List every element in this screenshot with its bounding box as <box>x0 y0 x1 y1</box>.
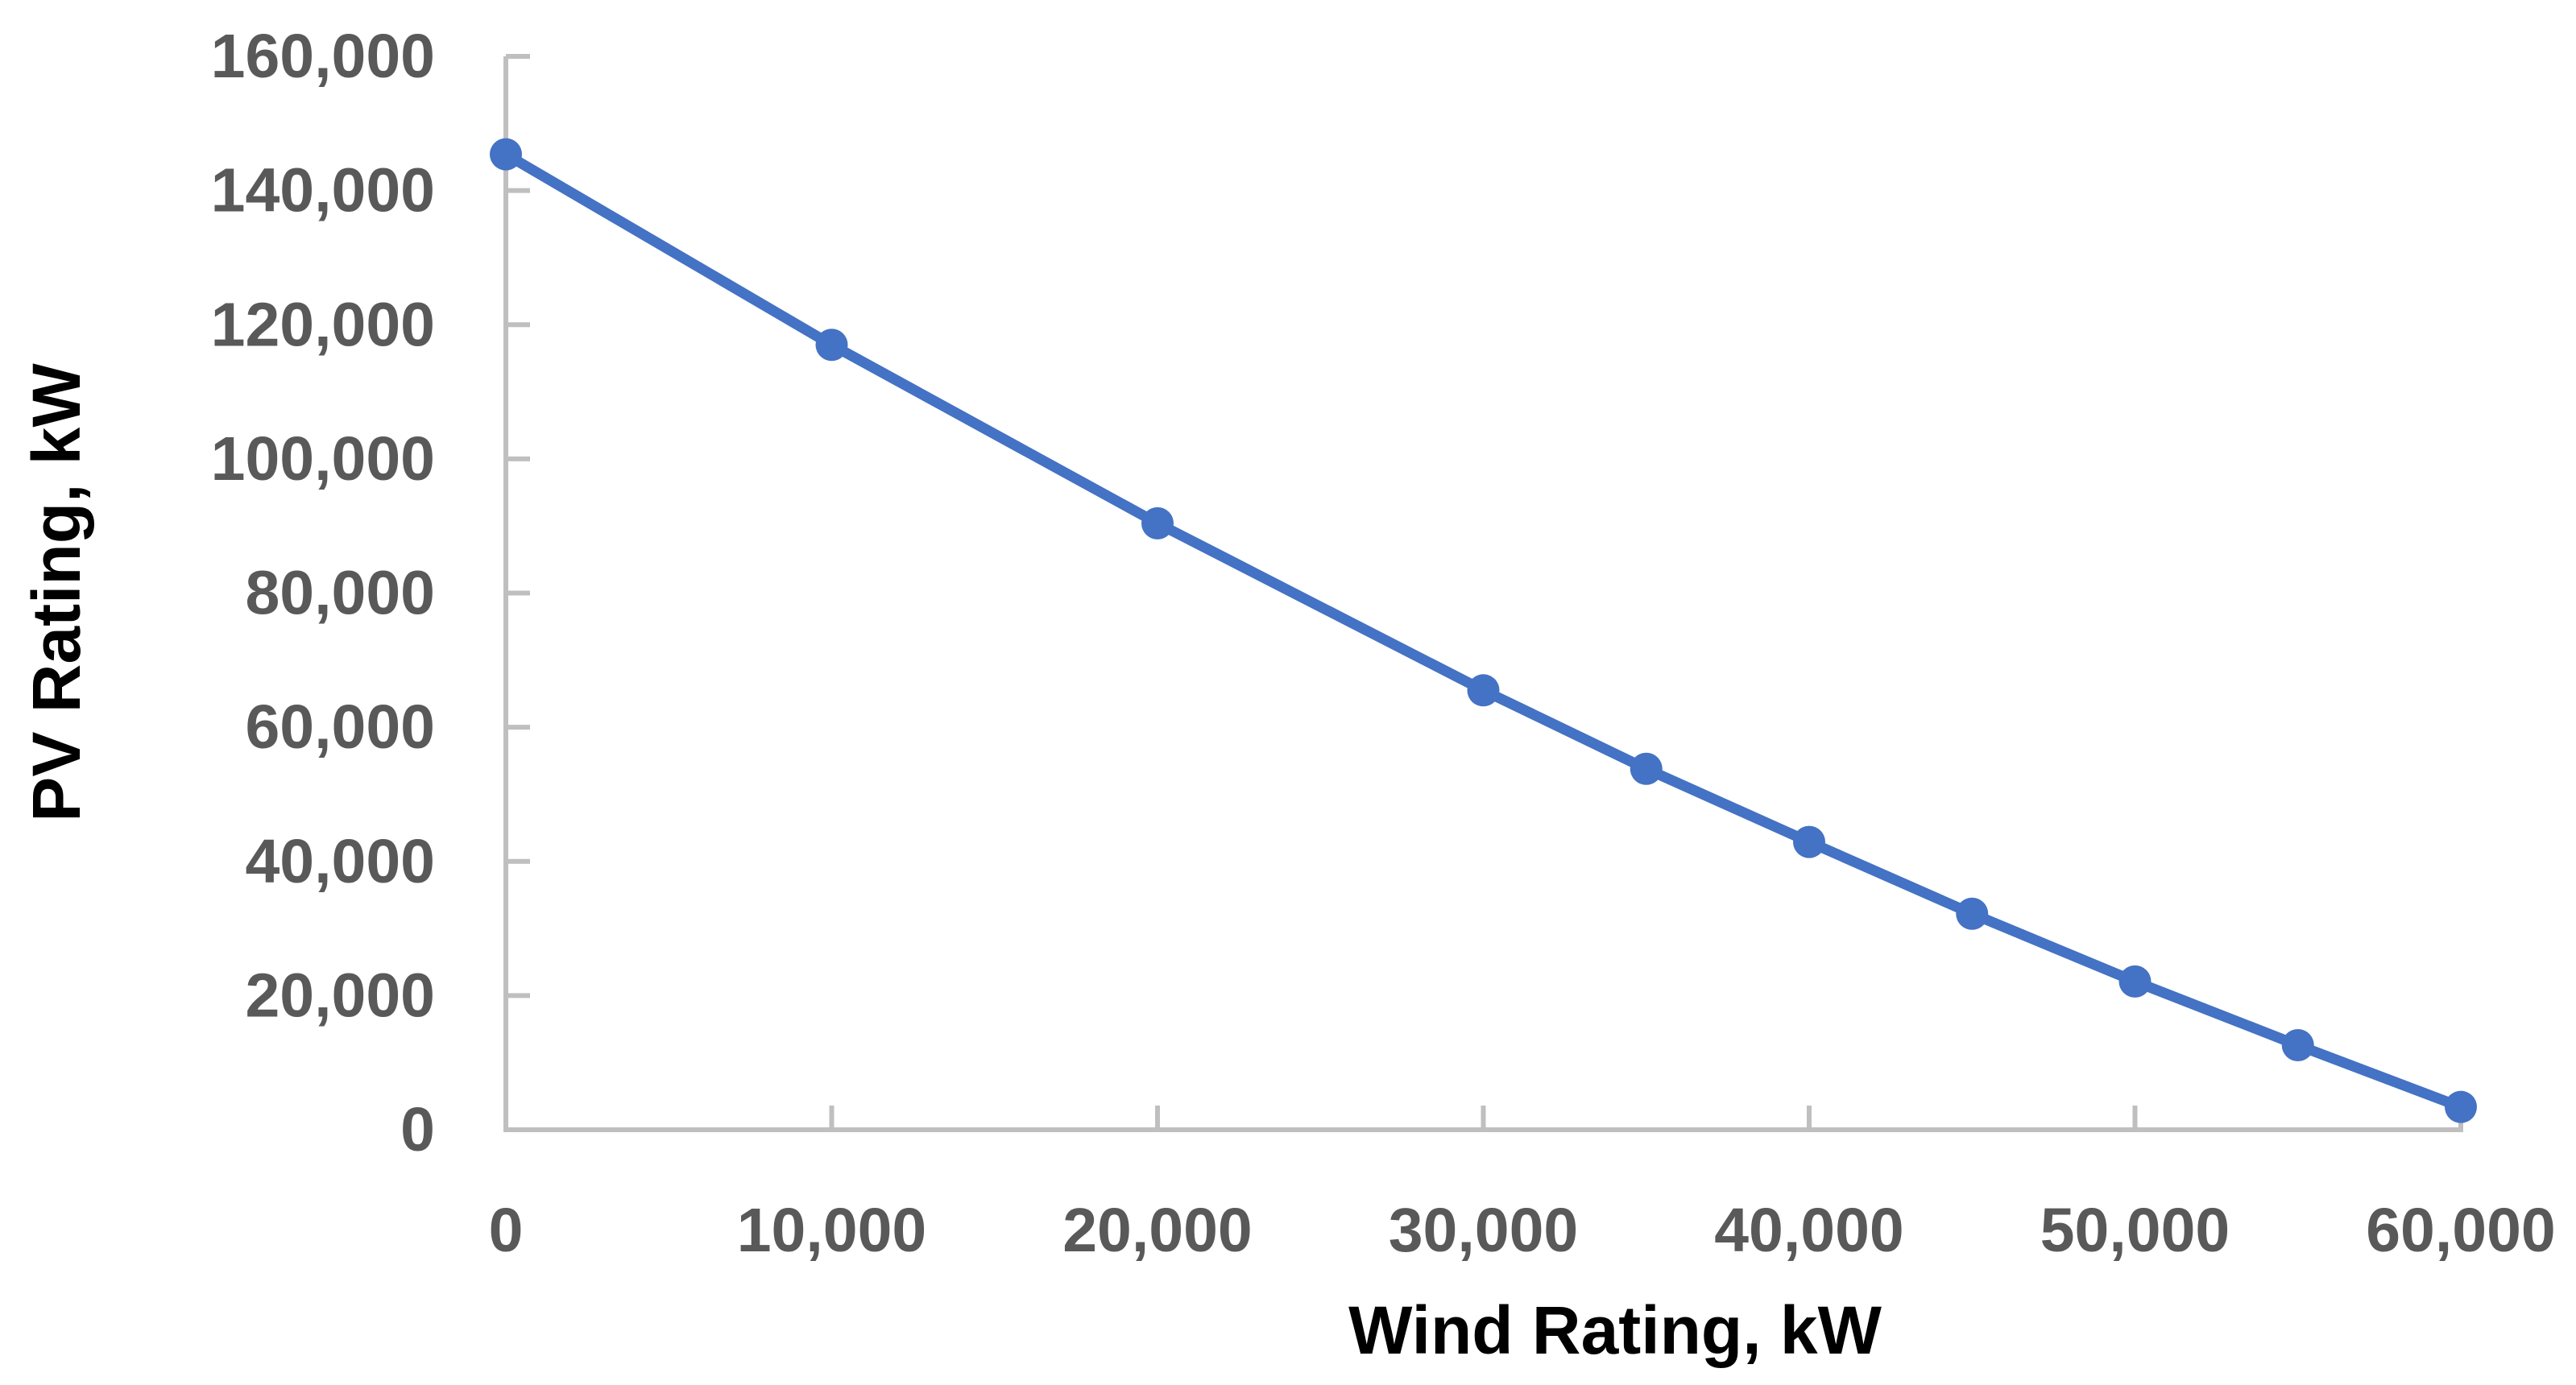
x-axis-tick-label: 40,000 <box>1714 1196 1904 1265</box>
x-axis-tick-label: 50,000 <box>2040 1196 2230 1265</box>
x-axis-title: Wind Rating, kW <box>1348 1292 1882 1368</box>
y-axis-title: PV Rating, kW <box>19 363 94 822</box>
y-axis-tick-label: 160,000 <box>211 22 435 91</box>
data-point-marker <box>1956 897 1989 930</box>
x-axis-tick-label: 60,000 <box>2366 1196 2556 1265</box>
y-axis-tick-label: 140,000 <box>211 156 435 225</box>
x-axis-tick-label: 10,000 <box>737 1196 927 1265</box>
y-axis-tick-label: 20,000 <box>245 961 435 1030</box>
y-axis-tick-label: 60,000 <box>245 692 435 762</box>
y-axis-tick-label: 120,000 <box>211 290 435 359</box>
data-point-marker <box>1630 752 1663 785</box>
data-series-line <box>500 149 2466 1113</box>
data-point-marker <box>815 329 848 362</box>
x-axis-tick-label: 20,000 <box>1062 1196 1253 1265</box>
data-point-marker <box>2281 1029 2314 1062</box>
x-axis-tick-label: 30,000 <box>1389 1196 1579 1265</box>
data-point-marker <box>1141 506 1174 540</box>
y-axis-tick-label: 100,000 <box>211 424 435 494</box>
data-point-marker <box>2445 1090 2477 1123</box>
data-point-marker <box>2118 965 2151 998</box>
y-axis-tick-label: 40,000 <box>245 827 435 896</box>
y-axis-tick-label: 80,000 <box>245 559 435 628</box>
x-axis-tick-label: 0 <box>489 1196 524 1265</box>
data-point-marker <box>1467 674 1500 707</box>
data-point-marker <box>1793 825 1825 858</box>
y-axis-tick-label: 0 <box>400 1095 435 1164</box>
data-point-marker <box>490 138 522 171</box>
